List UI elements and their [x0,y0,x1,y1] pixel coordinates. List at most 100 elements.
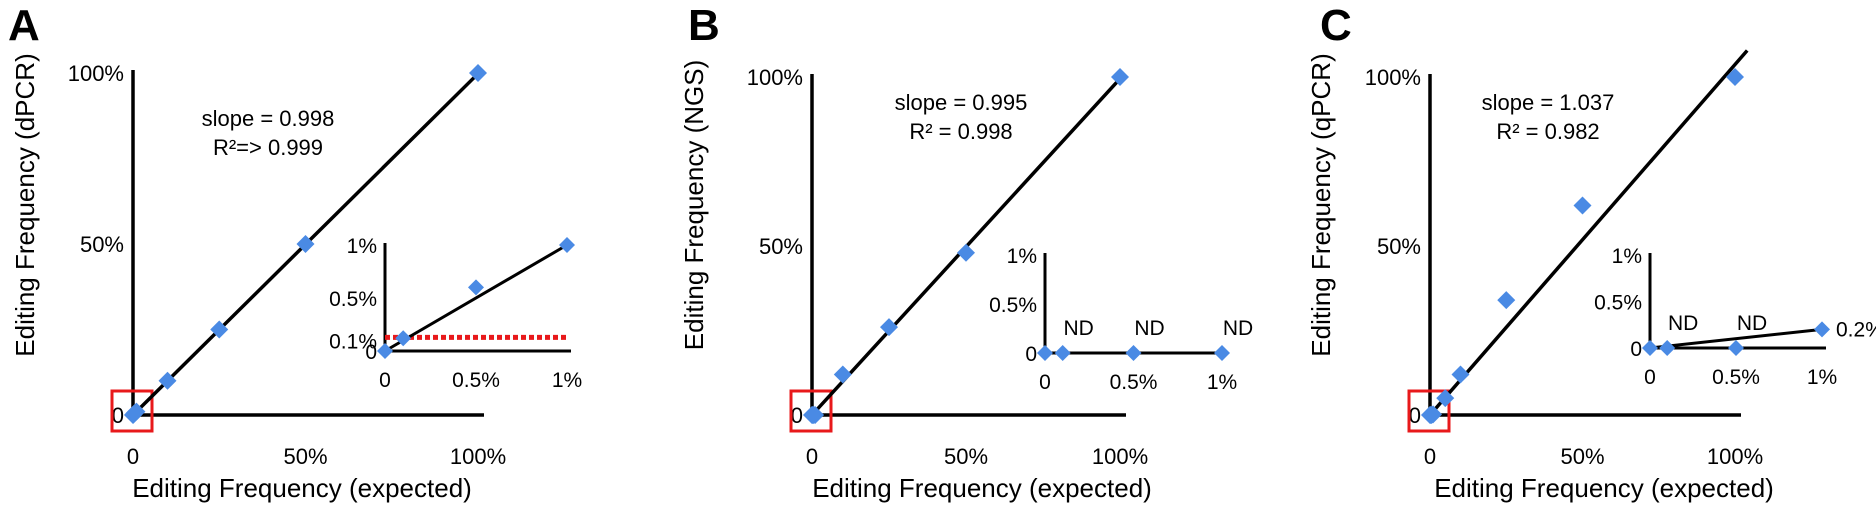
data-point [469,64,487,82]
r2-label-b: R² = 0.998 [909,119,1012,144]
inset-x-tick-label: 1% [1207,371,1237,394]
y-tick-label: 100% [747,65,803,90]
data-point [1726,68,1744,86]
y-tick-label: 100% [1365,65,1421,90]
x-tick-label: 0 [1424,444,1436,469]
y-tick-label: 0 [1409,403,1421,428]
r2-label-c: R² = 0.982 [1496,119,1599,144]
inset-data-point [1037,345,1053,361]
data-point [880,318,898,337]
inset-data-point [1814,321,1830,338]
inset-y-tick-label: 0.1% [329,330,377,353]
y-tick-label: 50% [80,232,124,257]
panel-c: C Editing Frequency (qPCR) Editing Frequ… [1306,1,1876,503]
inset-x-tick-label: 0 [379,369,391,392]
zoom-box-rect [1407,389,1451,433]
panel-a: A Editing Frequency (dPCR) Editing Frequ… [8,1,582,503]
data-point [1424,405,1443,424]
data-point [1436,389,1455,408]
main-axes-a [131,70,484,417]
r2-label-a: R²=> 0.999 [213,135,323,160]
y-axis-title-a: Editing Frequency (dPCR) [10,53,40,356]
main-axes-b [810,74,1126,417]
panel-letter-c: C [1320,1,1352,50]
x-axis-title-b: Editing Frequency (expected) [812,473,1152,503]
x-axis-title-c: Editing Frequency (expected) [1434,473,1774,503]
zoom-box-b [789,389,833,433]
data-point [158,371,177,390]
nd-label: ND [1223,317,1253,340]
data-point [210,320,229,339]
y-tick-label: 50% [759,234,803,259]
x-tick-label: 50% [1560,444,1604,469]
main-tick-labels-a: 0 50% 100% 0 50% 100% [68,61,506,469]
zoom-box-rect [789,389,833,433]
main-tick-labels-c: 0 50% 100% 0 50% 100% [1365,65,1763,469]
inset-y-tick-label: 0 [1025,343,1037,366]
inset-data-point [468,279,484,296]
inset-x-tick-label: 0 [1644,366,1656,389]
zoom-box-c [1407,389,1451,433]
inset-b: 0 0.5% 1% 0 0.5% 1% ND ND ND [989,245,1253,394]
slope-label-c: slope = 1.037 [1482,90,1615,115]
nd-label: ND [1134,317,1164,340]
nd-label: ND [1064,317,1094,340]
data-point [127,402,146,421]
data-point [1111,68,1129,86]
data-point [1497,291,1516,310]
panel-letter-a: A [8,1,40,50]
y-tick-label: 0 [112,403,124,428]
x-tick-label: 100% [450,444,506,469]
inset-data-point [1728,340,1744,356]
inset-regression-line [384,243,568,353]
data-point [1573,196,1592,215]
y-tick-label: 50% [1377,234,1421,259]
inset-a: 0 0.5% 1% 00.1% 0.5% 1% [329,235,582,392]
nd-label: ND [1737,312,1767,335]
zoom-box-rect [110,389,154,433]
data-point [957,243,975,262]
data-points-b [803,68,1129,424]
slope-label-b: slope = 0.995 [895,90,1028,115]
inset-regression-line [1649,327,1823,350]
inset-y-tick-label: 1% [1612,245,1642,268]
inset-c: 0 0.5% 1% 0 0.5% 1% ND ND 0.2% [1594,245,1876,389]
inset-data-point [1659,340,1676,356]
inset-x-tick-label: 0.5% [1712,366,1760,389]
main-axes-c [1428,74,1741,417]
x-tick-label: 0 [806,444,818,469]
inset-x-tick-label: 0.5% [1110,371,1158,394]
y-tick-label: 0 [791,403,803,428]
data-points-a [124,64,487,424]
x-tick-label: 50% [283,444,327,469]
inset-data-point [1054,345,1071,361]
regression-line [1428,49,1749,417]
panel-letter-b: B [688,1,720,50]
x-tick-label: 50% [944,444,988,469]
x-tick-label: 100% [1707,444,1763,469]
x-axis-title-a: Editing Frequency (expected) [132,473,472,503]
inset-x-tick-label: 1% [552,369,582,392]
inset-y-tick-label: 0 [1630,338,1642,361]
y-axis-title-b: Editing Frequency (NGS) [679,60,709,350]
inset-x-tick-label: 0 [1039,371,1051,394]
inset-data-point [1214,345,1230,361]
main-tick-labels-b: 0 50% 100% 0 50% 100% [747,65,1148,469]
inset-x-tick-label: 0.5% [452,369,500,392]
nd-label: ND [1668,312,1698,335]
data-point [1451,365,1470,384]
slope-label-a: slope = 0.998 [202,106,335,131]
inset-data-point [1642,340,1658,356]
zoom-box-a [110,389,154,433]
inset-y-tick-label: 0.5% [1594,292,1642,315]
inset-data-point [377,343,393,359]
x-tick-label: 100% [1092,444,1148,469]
inset-y-tick-label: 0.5% [329,288,377,311]
panel-b: B Editing Frequency (NGS) Editing Freque… [679,1,1253,503]
inset-y-tick-label: 1% [1007,245,1037,268]
fit-line-c [1428,49,1749,417]
y-axis-title-c: Editing Frequency (qPCR) [1306,53,1336,356]
data-point [806,406,825,424]
inset-data-point [559,237,575,253]
